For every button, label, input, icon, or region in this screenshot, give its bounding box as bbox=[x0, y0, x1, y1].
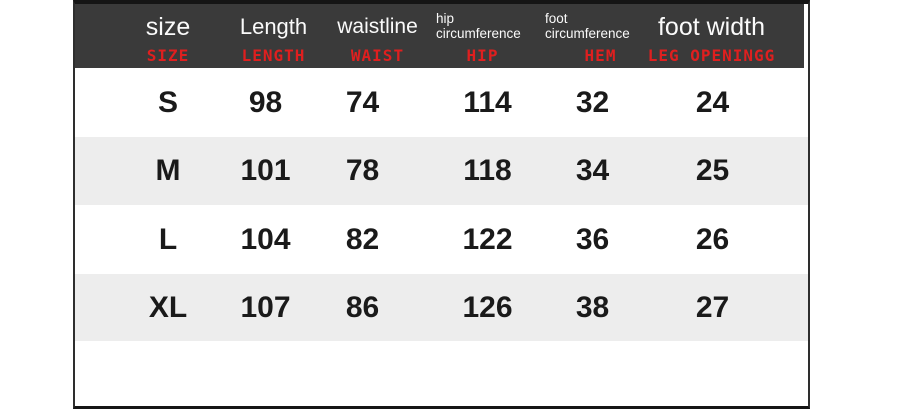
cell-leg-opening: 27 bbox=[695, 290, 730, 324]
header-label-foot-circumference-line2: circumference bbox=[545, 26, 630, 41]
header-label-waist: waistline bbox=[337, 15, 418, 38]
cell-leg-opening: 25 bbox=[695, 154, 730, 187]
cell-hip: 114 bbox=[463, 85, 512, 119]
cell-length: 98 bbox=[248, 85, 283, 119]
header-label-length: Length bbox=[239, 14, 308, 39]
table-header: size SIZE Length LENGTH waistline WAIST … bbox=[75, 4, 804, 68]
cell-hem: 34 bbox=[575, 154, 610, 187]
cell-waist: 82 bbox=[345, 222, 380, 256]
table-row-m: M 101 78 118 34 25 bbox=[75, 137, 808, 205]
cell-hip: 122 bbox=[462, 222, 513, 256]
header-label-hip-line2: circumference bbox=[436, 26, 521, 41]
header-cell-hem: foot circumference HEM bbox=[540, 4, 653, 68]
cell-size: S bbox=[157, 85, 178, 119]
table-row-l: L 104 82 122 36 26 bbox=[75, 205, 808, 274]
cell-length: 107 bbox=[240, 290, 291, 324]
header-sublabel-hip: HIP bbox=[466, 45, 499, 65]
header-label-hip-line1: hip bbox=[436, 11, 455, 27]
empty-row bbox=[75, 341, 808, 406]
cell-hip: 126 bbox=[462, 290, 513, 324]
header-label-size: size bbox=[145, 12, 191, 41]
cell-hip: 118 bbox=[463, 154, 512, 187]
cell-waist: 78 bbox=[345, 154, 380, 187]
header-cell-waist: waistline WAIST bbox=[314, 4, 425, 68]
cell-leg-opening: 24 bbox=[695, 85, 730, 119]
cell-length: 101 bbox=[240, 154, 291, 187]
cell-hem: 38 bbox=[575, 290, 610, 324]
size-chart-table: size SIZE Length LENGTH waistline WAIST … bbox=[73, 0, 810, 409]
header-label-foot-circumference-line1: foot bbox=[545, 11, 568, 27]
header-label-foot-circumference: foot circumference bbox=[545, 10, 630, 44]
header-cell-size: size SIZE bbox=[75, 4, 217, 68]
table-row-xl: XL 107 86 126 38 27 bbox=[75, 274, 808, 341]
header-sublabel-length: LENGTH bbox=[241, 45, 306, 65]
header-cell-hip: hip circumference HIP bbox=[425, 4, 540, 68]
header-cell-length: Length LENGTH bbox=[217, 4, 314, 68]
cell-size: L bbox=[158, 222, 178, 256]
cell-waist: 86 bbox=[345, 290, 380, 324]
header-label-hip: hip circumference bbox=[436, 10, 521, 44]
cell-hem: 36 bbox=[575, 222, 610, 256]
cell-leg-opening: 26 bbox=[695, 222, 730, 256]
header-sublabel-size: SIZE bbox=[146, 45, 190, 65]
header-label-foot-width: foot width bbox=[657, 12, 765, 41]
cell-size: XL bbox=[148, 290, 188, 324]
table-row-s: S 98 74 114 32 24 bbox=[75, 68, 808, 137]
header-sublabel-leg-opening: LEG OPENINGG bbox=[647, 45, 776, 65]
cell-hem: 32 bbox=[575, 85, 610, 119]
header-sublabel-hem: HEM bbox=[584, 45, 617, 65]
cell-size: M bbox=[155, 154, 181, 187]
cell-waist: 74 bbox=[345, 85, 380, 119]
header-cell-leg-opening: foot width LEG OPENINGG bbox=[648, 4, 804, 68]
cell-length: 104 bbox=[240, 222, 291, 256]
header-sublabel-waist: WAIST bbox=[350, 45, 405, 65]
